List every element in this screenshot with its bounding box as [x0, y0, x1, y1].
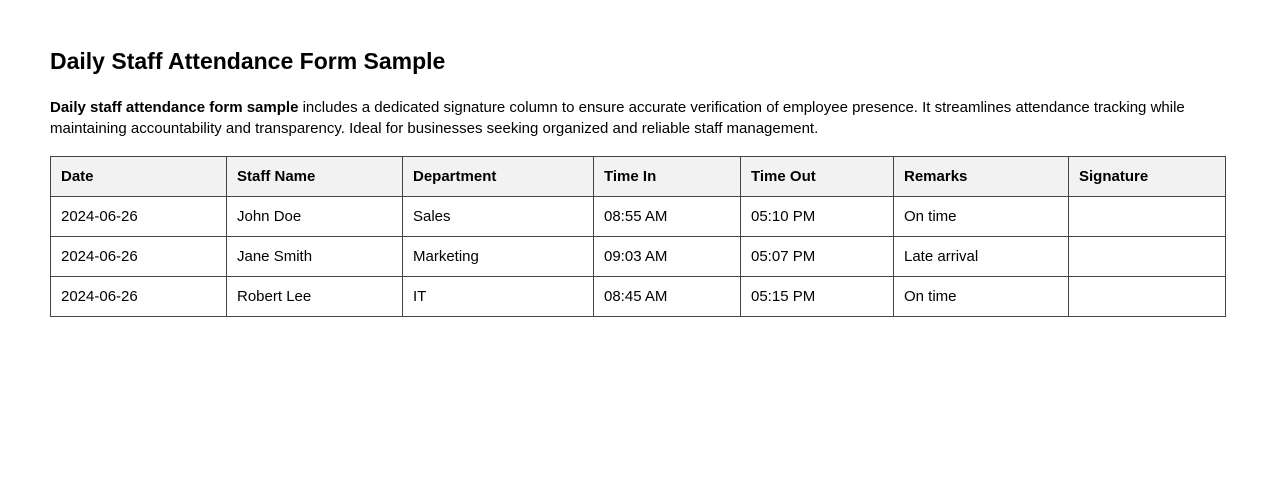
- intro-body-text: includes a dedicated signature column to…: [50, 99, 1185, 137]
- intro-paragraph: Daily staff attendance form sample inclu…: [50, 97, 1225, 139]
- cell-staff-name: Jane Smith: [226, 236, 403, 277]
- cell-signature: [1068, 196, 1226, 237]
- document: Daily Staff Attendance Form Sample Daily…: [50, 48, 1226, 317]
- column-header-time-in: Time In: [593, 156, 741, 197]
- table-row: 2024-06-26 Jane Smith Marketing 09:03 AM…: [50, 236, 1226, 277]
- column-header-staff-name: Staff Name: [226, 156, 403, 197]
- cell-remarks: On time: [893, 276, 1069, 317]
- cell-time-out: 05:10 PM: [740, 196, 894, 237]
- cell-signature: [1068, 276, 1226, 317]
- table-header-row: Date Staff Name Department Time In Time …: [50, 156, 1226, 197]
- cell-date: 2024-06-26: [50, 276, 227, 317]
- column-header-remarks: Remarks: [893, 156, 1069, 197]
- intro-lead-text: Daily staff attendance form sample: [50, 99, 299, 116]
- column-header-date: Date: [50, 156, 227, 197]
- page-title: Daily Staff Attendance Form Sample: [50, 48, 446, 74]
- cell-date: 2024-06-26: [50, 236, 227, 277]
- cell-time-in: 09:03 AM: [593, 236, 741, 277]
- table-row: 2024-06-26 John Doe Sales 08:55 AM 05:10…: [50, 196, 1226, 237]
- cell-time-out: 05:15 PM: [740, 276, 894, 317]
- column-header-signature: Signature: [1068, 156, 1226, 197]
- cell-staff-name: John Doe: [226, 196, 403, 237]
- column-header-department: Department: [402, 156, 594, 197]
- cell-remarks: Late arrival: [893, 236, 1069, 277]
- cell-time-in: 08:45 AM: [593, 276, 741, 317]
- cell-date: 2024-06-26: [50, 196, 227, 237]
- cell-department: Sales: [402, 196, 594, 237]
- cell-department: IT: [402, 276, 594, 317]
- cell-staff-name: Robert Lee: [226, 276, 403, 317]
- cell-remarks: On time: [893, 196, 1069, 237]
- attendance-table: Date Staff Name Department Time In Time …: [50, 156, 1226, 317]
- cell-time-out: 05:07 PM: [740, 236, 894, 277]
- cell-time-in: 08:55 AM: [593, 196, 741, 237]
- table-row: 2024-06-26 Robert Lee IT 08:45 AM 05:15 …: [50, 276, 1226, 317]
- cell-signature: [1068, 236, 1226, 277]
- column-header-time-out: Time Out: [740, 156, 894, 197]
- cell-department: Marketing: [402, 236, 594, 277]
